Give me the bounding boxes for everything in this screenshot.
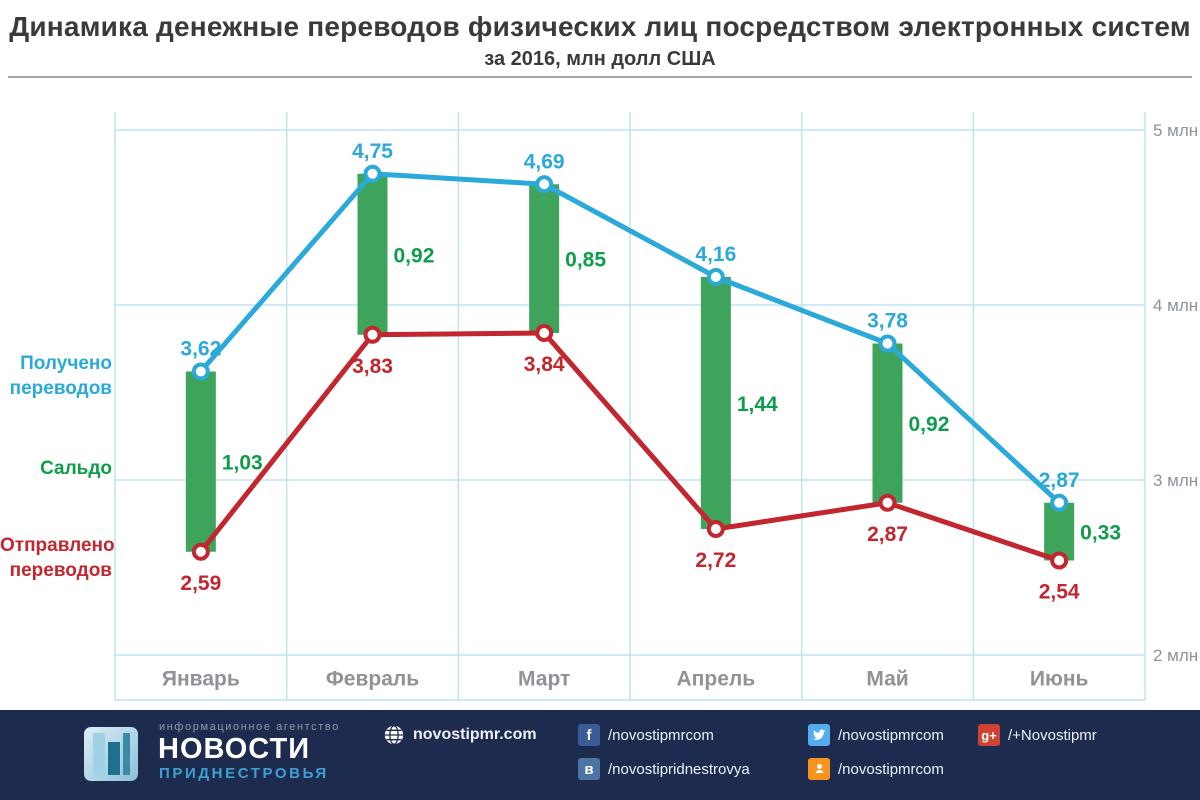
sent-point xyxy=(706,520,725,538)
legend-saldo: Сальдо xyxy=(40,458,112,479)
sent-point xyxy=(363,325,382,344)
received-value-label: 4,16 xyxy=(695,243,736,266)
saldo-bar xyxy=(357,173,388,335)
facebook-handle: /novostipmrcom xyxy=(608,726,714,744)
x-axis-label: Март xyxy=(518,668,570,691)
received-value-label: 4,69 xyxy=(524,150,565,173)
x-axis-label: Январь xyxy=(162,668,240,691)
sent-point xyxy=(535,324,554,342)
vk-handle: /novostipridnestrovya xyxy=(608,760,750,778)
sent-value-label: 2,54 xyxy=(1039,581,1080,604)
footer: информационное агентство НОВОСТИ ПРИДНЕС… xyxy=(0,710,1200,800)
transfers-chart: 2 млн 3 млн 4 млн 5 млн Январь Февраль Март Апр… xyxy=(114,112,1198,701)
social-link-ok[interactable]: /novostipmrcom xyxy=(808,757,944,781)
vk-icon: в xyxy=(578,758,600,780)
x-axis-label: Июнь xyxy=(1030,668,1089,691)
page-subtitle: за 2016, млн долл США xyxy=(484,48,716,70)
sent-point xyxy=(878,493,897,512)
ok-icon xyxy=(808,758,830,780)
sent-value-label: 2,87 xyxy=(867,523,908,546)
received-point xyxy=(191,362,210,381)
saldo-value-label: 1,03 xyxy=(222,452,263,475)
social-link-gplus[interactable]: g+ /+Novostipmr xyxy=(978,723,1097,747)
ok-handle: /novostipmrcom xyxy=(838,760,944,778)
received-point xyxy=(535,175,554,194)
title-divider xyxy=(8,76,1192,78)
received-value-label: 3,78 xyxy=(867,310,908,333)
x-axis-label: Февраль xyxy=(326,668,419,691)
saldo-value-label: 0,92 xyxy=(909,413,950,436)
received-point xyxy=(706,268,725,286)
sent-value-label: 2,59 xyxy=(180,572,221,595)
twitter-icon xyxy=(808,724,830,746)
saldo-value-label: 0,33 xyxy=(1080,522,1121,545)
y-axis-label: 5 млн xyxy=(1153,121,1198,140)
social-link-vk[interactable]: в /novostipridnestrovya xyxy=(578,757,750,781)
received-line xyxy=(198,171,1062,506)
saldo-value-label: 0,92 xyxy=(394,244,435,267)
saldo-bar xyxy=(700,277,731,529)
brand-subname: ПРИДНЕСТРОВЬЯ xyxy=(159,765,329,782)
received-point xyxy=(1050,493,1069,512)
saldo-bar xyxy=(185,371,216,552)
sent-value-label: 2,72 xyxy=(695,549,736,572)
legend-sent: Отправлено переводов xyxy=(0,535,115,582)
y-axis-label: 4 млн xyxy=(1153,296,1198,315)
sent-line xyxy=(198,330,1062,563)
received-point xyxy=(363,164,382,183)
saldo-bar xyxy=(1044,502,1075,561)
saldo-value-label: 1,44 xyxy=(737,393,778,416)
received-value-label: 2,87 xyxy=(1039,469,1080,492)
y-axis-label: 2 млн xyxy=(1153,646,1198,665)
gplus-handle: /+Novostipmr xyxy=(1008,726,1097,744)
x-axis-label: Апрель xyxy=(677,668,756,691)
agency-tagline: информационное агентство xyxy=(159,721,340,733)
sent-point xyxy=(1050,551,1069,570)
social-link-facebook[interactable]: f /novostipmrcom xyxy=(578,723,714,747)
page-title: Динамика денежные переводов физических л… xyxy=(9,11,1191,42)
received-value-label: 3,62 xyxy=(180,338,221,361)
saldo-bar xyxy=(529,184,560,333)
twitter-handle: /novostipmrcom xyxy=(838,726,944,744)
social-link-twitter[interactable]: /novostipmrcom xyxy=(808,723,944,747)
gplus-icon: g+ xyxy=(978,724,1000,746)
website-handle: novostipmr.com xyxy=(413,726,537,743)
received-value-label: 4,75 xyxy=(352,140,393,163)
social-link-website[interactable]: novostipmr.com xyxy=(383,723,537,747)
sent-value-label: 3,83 xyxy=(352,355,393,378)
facebook-icon: f xyxy=(578,724,600,746)
news-pmr-logo xyxy=(84,727,138,781)
saldo-value-label: 0,85 xyxy=(565,249,606,272)
legend-received: Получено переводов xyxy=(9,353,112,400)
received-point xyxy=(878,334,897,353)
x-axis-label: Май xyxy=(866,668,908,691)
sent-value-label: 3,84 xyxy=(524,353,565,376)
brand-name: НОВОСТИ xyxy=(158,733,311,765)
globe-icon xyxy=(383,724,405,746)
saldo-bar xyxy=(872,343,903,503)
sent-point xyxy=(191,542,210,561)
y-axis-label: 3 млн xyxy=(1153,471,1198,490)
